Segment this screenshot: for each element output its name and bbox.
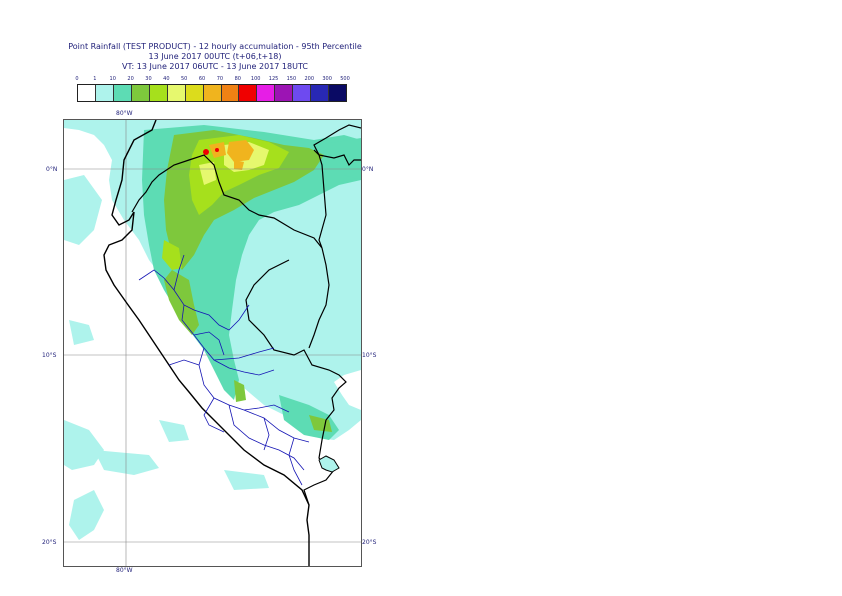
legend-tick-label: 150 — [286, 76, 297, 82]
legend-cell-8 — [221, 85, 240, 101]
legend-tick-label: 50 — [181, 76, 188, 82]
legend-cell-9 — [239, 85, 258, 101]
bolivia-border — [308, 247, 330, 349]
rainfall-field-lime-2 — [162, 240, 182, 270]
legend-tick-label: 1 — [93, 76, 97, 82]
rainfall-field-green-4 — [309, 415, 332, 432]
legend-tick-label: 125 — [268, 76, 279, 82]
legend-tick-label: 40 — [163, 76, 170, 82]
legend-cell-1 — [95, 85, 114, 101]
legend-tick-label: 100 — [250, 76, 261, 82]
legend-cell-11 — [275, 85, 294, 101]
legend-tick-label: 0 — [75, 76, 79, 82]
lat-label-20s-right: 20°S — [362, 539, 377, 546]
legend-cell-10 — [257, 85, 276, 101]
rainfall-field-orange-3 — [234, 160, 244, 170]
color-legend: 0 1 10 20 30 40 50 60 70 80 100 125 150 200 300 500 — [75, 76, 356, 102]
lat-label-20s-left: 20°S — [42, 539, 57, 546]
legend-tick-label: 200 — [304, 76, 315, 82]
coastline — [103, 120, 310, 566]
legend-tick-label: 70 — [216, 76, 224, 82]
rainfall-field-green-3 — [234, 380, 246, 402]
lon-label-top: 80°W — [116, 110, 133, 117]
title-line-3: VT: 13 June 2017 06UTC - 13 June 2017 18… — [122, 62, 308, 71]
lat-label-eq-right: 0°N — [362, 166, 374, 173]
rainfall-field-light-ocean-3 — [69, 490, 104, 540]
rainfall-field-red-2 — [215, 148, 219, 152]
legend-tick-label: 300 — [322, 76, 332, 82]
region-borders — [138, 254, 310, 486]
rainfall-field-red — [203, 149, 209, 155]
legend-cell-4 — [149, 85, 168, 101]
legend-tick-label: 500 — [340, 76, 350, 82]
legend-tick-label: 60 — [198, 76, 206, 82]
legend-color-bar — [77, 84, 347, 102]
lon-label-bottom: 80°W — [116, 567, 133, 574]
rainfall-field-light-ocean-2 — [64, 420, 104, 470]
legend-cell-13 — [311, 85, 330, 101]
rainfall-field-light-ocean-5 — [159, 420, 189, 442]
rainfall-field-light-ocean-7 — [69, 320, 94, 345]
title-line-1: Point Rainfall (TEST PRODUCT) - 12 hourl… — [68, 42, 362, 51]
peru-border — [131, 124, 361, 249]
legend-cell-12 — [293, 85, 312, 101]
legend-tick-label: 30 — [145, 76, 152, 82]
map-frame — [63, 119, 362, 567]
legend-cell-3 — [131, 85, 150, 101]
legend-tick-row: 0 1 10 20 30 40 50 60 70 80 100 125 150 200 300 500 — [75, 76, 356, 84]
rainfall-field-green-2 — [164, 270, 199, 335]
rainfall-map — [64, 120, 361, 566]
title-line-2: 13 June 2017 00UTC (t+06,t+18) — [148, 52, 282, 61]
rainfall-field-orange — [227, 140, 254, 162]
legend-cell-5 — [167, 85, 186, 101]
legend-cell-14 — [329, 85, 347, 101]
lat-label-eq-left: 0°N — [46, 166, 58, 173]
lake-titicaca — [318, 455, 340, 473]
peru-border-east — [245, 259, 347, 421]
map-title: Point Rainfall (TEST PRODUCT) - 12 hourl… — [60, 42, 370, 72]
colombia-border — [313, 149, 361, 167]
legend-cell-7 — [203, 85, 222, 101]
rainfall-field-light-ocean-4 — [94, 450, 159, 475]
lat-label-10s-left: 10°S — [42, 352, 57, 359]
rainfall-field-mid-east — [319, 138, 361, 180]
legend-tick-label: 10 — [109, 76, 116, 82]
legend-tick-label: 80 — [234, 76, 241, 82]
lat-label-10s-right: 10°S — [362, 352, 377, 359]
rainfall-field-yellow-2 — [199, 162, 216, 185]
legend-cell-6 — [185, 85, 204, 101]
rainfall-field-light-ocean-6 — [224, 470, 269, 490]
legend-cell-2 — [113, 85, 132, 101]
rainfall-field-light-ocean — [64, 175, 102, 245]
legend-tick-label: 20 — [127, 76, 134, 82]
legend-cell-0 — [78, 85, 96, 101]
